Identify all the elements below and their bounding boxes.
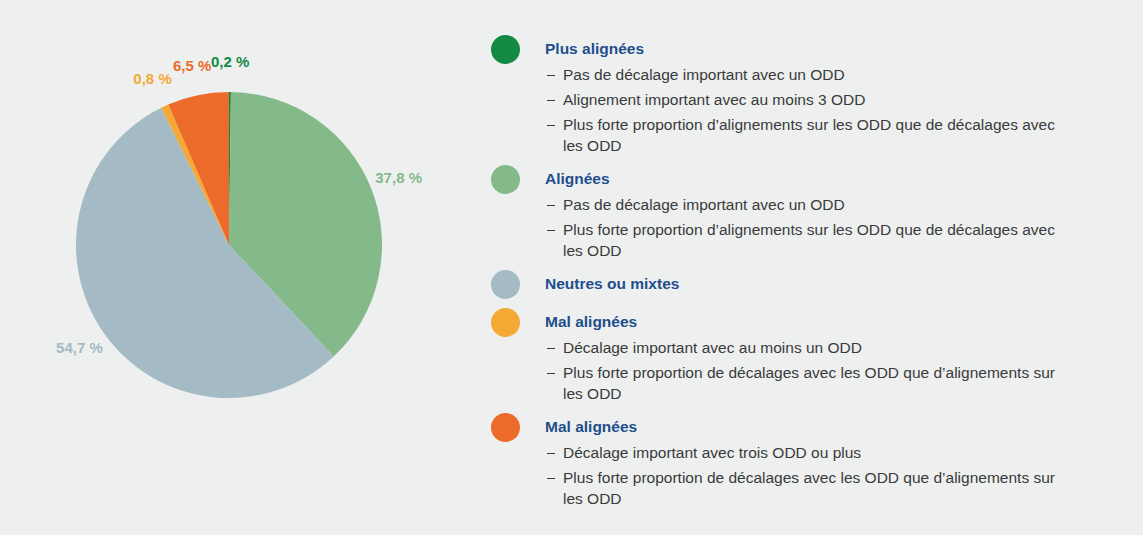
legend-title: Mal alignées [545,412,1080,442]
bullet-dash [547,230,555,231]
legend-item: Plus alignéesPas de décalage important a… [490,34,1080,156]
legend-description-text: Plus forte proportion d’alignements sur … [563,116,1055,154]
data-labels: 0,2 % 37,8 % 54,7 % 0,8 %6,5 % [56,53,422,356]
data-label: 6,5 % [173,57,211,74]
legend-description-text: Alignement important avec au moins 3 ODD [563,91,865,108]
legend-description-text: Plus forte proportion de décalages avec … [563,469,1055,507]
legend-description-text: Pas de décalage important avec un ODD [563,196,845,213]
legend-description: Décalage important avec au moins un ODD [545,337,1068,358]
legend-swatch [491,35,520,64]
legend-description: Plus forte proportion d’alignements sur … [545,114,1068,156]
legend-description-list: Pas de décalage important avec un ODD Ali… [545,64,1080,156]
legend-description: Plus forte proportion de décalages avec … [545,362,1068,404]
legend-description: Pas de décalage important avec un ODD [545,64,1068,85]
data-label: 0,8 % [133,70,171,87]
bullet-dash [547,373,555,374]
bullet-dash [547,205,555,206]
legend-description-text: Décalage important avec au moins un ODD [563,339,862,356]
bullet-dash [547,453,555,454]
legend-description-text: Plus forte proportion de décalages avec … [563,364,1055,402]
bullet-dash [547,75,555,76]
slice [168,92,229,245]
legend-description: Pas de décalage important avec un ODD [545,194,1068,215]
bullet-dash [547,125,555,126]
legend-item: AlignéesPas de décalage important avec u… [490,164,1080,261]
legend-description: Alignement important avec au moins 3 ODD [545,89,1068,110]
legend-description-text: Pas de décalage important avec un ODD [563,66,845,83]
legend-item: Neutres ou mixtes [490,269,1080,299]
data-label: 54,7 % [56,339,103,356]
legend-description: Plus forte proportion d’alignements sur … [545,219,1068,261]
data-label: 37,8 % [375,169,422,186]
legend-title: Alignées [545,164,1080,194]
legend-description-text: Plus forte proportion d’alignements sur … [563,221,1055,259]
legend-swatch [491,165,520,194]
legend-description: Plus forte proportion de décalages avec … [545,467,1068,509]
legend-item: Mal alignées Décalage important avec troi… [490,412,1080,509]
bullet-dash [547,348,555,349]
bullet-dash [547,100,555,101]
legend-title: Plus alignées [545,34,1080,64]
legend-swatch [491,308,520,337]
legend-title: Neutres ou mixtes [545,269,1080,299]
bullet-dash [547,478,555,479]
data-label: 0,2 % [211,53,249,70]
pie-chart: 0,2 % 37,8 % 54,7 % 0,8 %6,5 % [0,0,470,535]
legend-description: Décalage important avec trois ODD ou plu… [545,442,1068,463]
legend-item: Mal alignéesDécalage important avec au m… [490,307,1080,404]
legend-description-list: Décalage important avec au moins un ODD P… [545,337,1080,404]
slices [76,92,382,398]
legend-swatch [491,270,520,299]
legend-description-text: Décalage important avec trois ODD ou plu… [563,444,861,461]
legend-swatch [491,413,520,442]
legend: Plus alignéesPas de décalage important a… [490,34,1080,517]
legend-description-list: Pas de décalage important avec un ODD Plu… [545,194,1080,261]
legend-description-list: Décalage important avec trois ODD ou plu… [545,442,1080,509]
legend-title: Mal alignées [545,307,1080,337]
